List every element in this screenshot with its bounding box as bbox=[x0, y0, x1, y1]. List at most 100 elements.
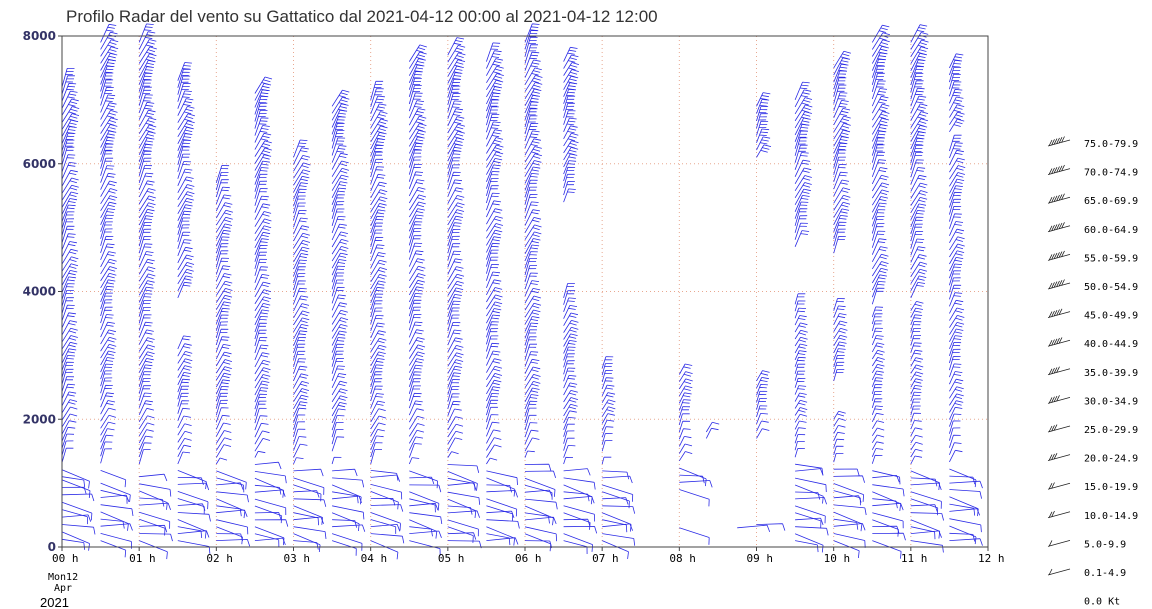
wind-barb bbox=[138, 137, 155, 155]
wind-barb bbox=[486, 200, 502, 218]
wind-barb bbox=[871, 384, 883, 395]
wind-barb bbox=[370, 267, 388, 283]
wind-barb bbox=[331, 350, 344, 367]
wind-barb bbox=[100, 377, 113, 394]
x-tick-label: 07 h bbox=[592, 552, 619, 565]
wind-barb bbox=[100, 350, 116, 366]
wind-barb bbox=[177, 161, 192, 179]
wind-barb bbox=[910, 441, 923, 451]
wind-barb bbox=[833, 221, 847, 240]
wind-barb bbox=[524, 512, 550, 524]
wind-barb bbox=[370, 351, 386, 367]
wind-barb bbox=[563, 326, 579, 340]
wind-barb bbox=[563, 540, 588, 555]
wind-barb bbox=[177, 400, 190, 414]
wind-barb bbox=[447, 408, 462, 424]
wind-barb bbox=[524, 280, 540, 297]
wind-barb bbox=[447, 78, 462, 98]
wind-barb bbox=[871, 253, 889, 270]
wind-barb bbox=[601, 406, 616, 417]
wind-barb bbox=[293, 162, 311, 179]
wind-barb bbox=[254, 102, 268, 122]
wind-barb bbox=[370, 132, 387, 150]
wind-barb bbox=[833, 149, 847, 168]
wind-barb bbox=[254, 180, 268, 199]
wind-barb bbox=[871, 209, 886, 227]
wind-barb bbox=[524, 316, 540, 332]
wind-barb bbox=[177, 281, 192, 299]
wind-barb bbox=[177, 415, 191, 429]
wind-barb bbox=[100, 272, 117, 289]
wind-barb bbox=[100, 428, 115, 443]
wind-barb bbox=[177, 197, 194, 214]
wind-barb bbox=[910, 364, 924, 374]
wind-barb bbox=[447, 345, 464, 360]
wind-barb bbox=[794, 230, 810, 247]
wind-barb bbox=[524, 30, 539, 50]
wind-barb bbox=[138, 72, 153, 92]
wind-barb bbox=[138, 150, 152, 170]
wind-barb bbox=[408, 265, 426, 282]
wind-barb bbox=[408, 429, 424, 444]
wind-barb bbox=[794, 322, 808, 333]
wind-barb bbox=[61, 248, 78, 265]
wind-barb bbox=[447, 532, 477, 540]
wind-barb bbox=[524, 194, 538, 212]
wind-barb bbox=[447, 59, 466, 77]
wind-barb bbox=[910, 268, 928, 284]
wind-barb bbox=[447, 471, 478, 491]
wind-barb bbox=[61, 233, 76, 251]
wind-barb bbox=[949, 538, 983, 546]
wind-barb bbox=[872, 540, 902, 559]
wind-barb bbox=[293, 526, 327, 539]
wind-barb bbox=[177, 246, 193, 264]
wind-barb bbox=[756, 128, 770, 143]
legend-label: 75.0-79.9 bbox=[1084, 139, 1138, 150]
wind-barb bbox=[138, 188, 156, 205]
wind-barb bbox=[833, 327, 848, 340]
wind-barb bbox=[408, 364, 423, 380]
wind-barb bbox=[486, 58, 503, 76]
wind-barb bbox=[563, 367, 576, 382]
wind-barb bbox=[293, 477, 325, 495]
wind-barb bbox=[254, 519, 289, 527]
wind-barb bbox=[910, 103, 928, 121]
wind-barb bbox=[370, 385, 383, 402]
wind-barb bbox=[61, 263, 79, 279]
wind-barb bbox=[447, 209, 465, 226]
wind-barb bbox=[254, 329, 267, 347]
wind-barb bbox=[408, 358, 424, 373]
wind-barb bbox=[216, 505, 242, 517]
wind-barb bbox=[254, 430, 270, 445]
wind-barb bbox=[215, 379, 230, 395]
wind-barb bbox=[949, 243, 965, 258]
wind-barb bbox=[331, 309, 348, 325]
wind-barb bbox=[370, 484, 403, 500]
wind-barb bbox=[794, 89, 812, 108]
wind-barb bbox=[177, 491, 209, 510]
wind-barb bbox=[602, 470, 630, 480]
wind-barb bbox=[486, 86, 502, 105]
wind-barb bbox=[563, 512, 591, 530]
wind-barb bbox=[705, 427, 719, 439]
wind-barb bbox=[100, 59, 116, 78]
x-tick-label: 00 h bbox=[52, 552, 79, 565]
wind-barb bbox=[61, 297, 74, 314]
wind-barb bbox=[949, 111, 965, 125]
wind-barb bbox=[177, 482, 210, 491]
wind-barb bbox=[215, 314, 229, 331]
wind-barb bbox=[833, 171, 848, 190]
wind-barb bbox=[408, 279, 425, 296]
wind-barb bbox=[254, 359, 271, 375]
wind-barb bbox=[794, 377, 806, 388]
wind-barb bbox=[678, 428, 691, 440]
wind-barb bbox=[524, 88, 542, 106]
wind-barb bbox=[871, 261, 889, 277]
wind-barb bbox=[215, 399, 228, 416]
wind-barb bbox=[331, 187, 347, 205]
wind-barb bbox=[100, 434, 114, 450]
wind-barb bbox=[949, 299, 964, 314]
wind-barb bbox=[216, 526, 243, 545]
wind-barb bbox=[100, 228, 113, 246]
wind-barb bbox=[871, 313, 883, 325]
